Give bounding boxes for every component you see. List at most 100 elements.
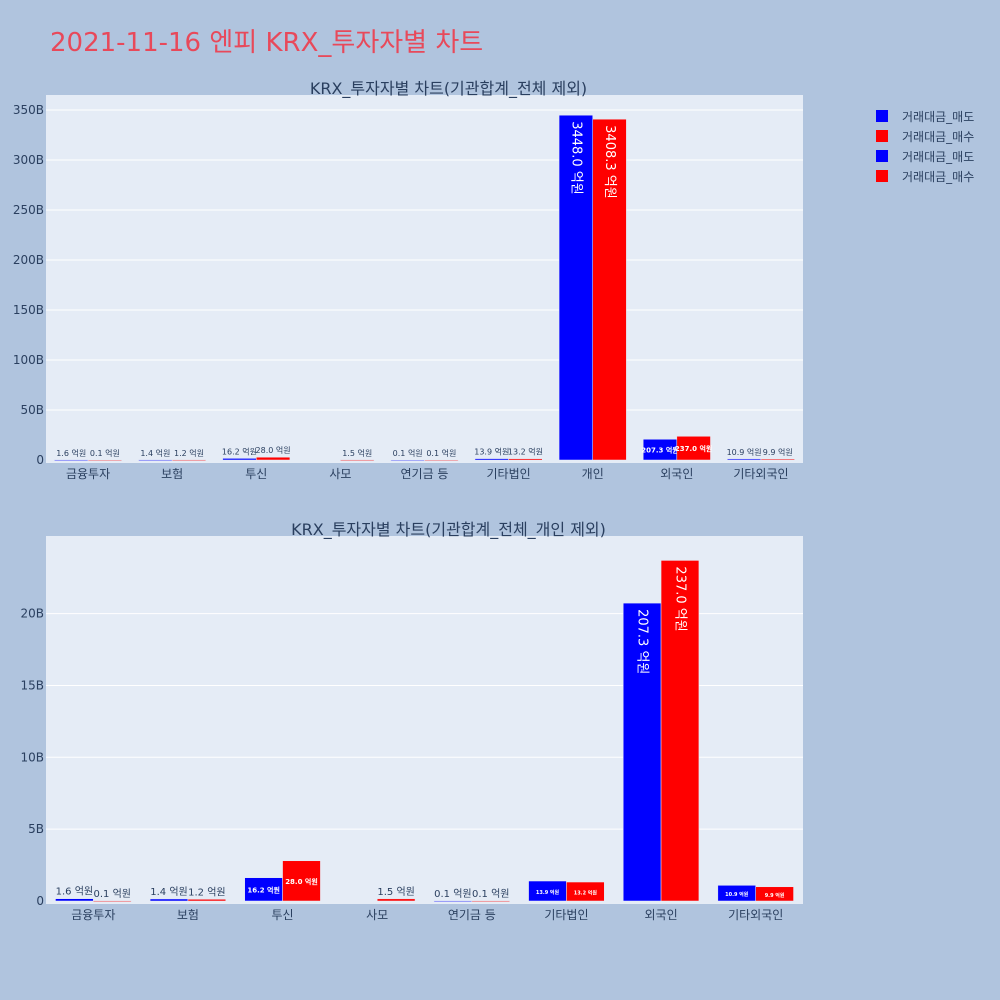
y-tick-label: 300B — [13, 153, 44, 167]
bar-buy — [676, 436, 711, 461]
x-tick-label: 외국인 — [645, 908, 678, 922]
data-label: 1.4 억원 — [150, 886, 187, 898]
y-tick-label: 250B — [13, 203, 44, 217]
bar-buy — [187, 899, 227, 902]
bar-buy — [282, 860, 321, 902]
x-tick-label: 보험 — [177, 908, 199, 922]
data-label: 16.2 억원 — [222, 446, 257, 456]
chart-title: KRX_투자자별 차트(기관합계_전체 제외) — [310, 79, 587, 99]
bar-buy — [755, 886, 794, 902]
legend: 거래대금_매도 거래대금_매수 거래대금_매도 거래대금_매수 — [876, 106, 974, 186]
data-label: 0.1 억원 — [472, 888, 509, 900]
data-label: 28.0 억원 — [285, 877, 318, 886]
data-label: 1.6 억원 — [56, 886, 93, 898]
legend-label: 거래대금_매수 — [902, 169, 975, 184]
bar-sell — [622, 602, 662, 902]
data-label: 237.0 억원 — [675, 444, 712, 453]
y-tick-label: 200B — [13, 253, 44, 267]
x-tick-label: 사모 — [329, 467, 351, 481]
data-label: 10.9 억원 — [727, 447, 762, 457]
data-label: 0.1 억원 — [393, 448, 423, 458]
data-label: 10.9 억원 — [725, 891, 749, 898]
data-label: 3448.0 억원 — [568, 121, 583, 195]
data-label: 0.1 억원 — [93, 888, 130, 900]
data-label: 0.1 억원 — [426, 448, 456, 458]
legend-swatch-sell — [876, 110, 888, 122]
bar-buy — [566, 881, 605, 902]
bar-buy — [171, 459, 207, 461]
y-tick-label: 0 — [36, 894, 44, 908]
y-tick-label: 10B — [20, 750, 44, 764]
bar-buy — [471, 900, 510, 902]
bar-buy — [87, 459, 122, 462]
x-tick-label: 금융투자 — [66, 467, 110, 481]
legend-label: 거래대금_매수 — [902, 129, 975, 144]
bar-buy — [93, 900, 132, 902]
y-tick-label: 150B — [13, 303, 44, 317]
y-tick-label: 20B — [20, 607, 44, 621]
bar-sell — [433, 900, 473, 902]
legend-label: 거래대금_매도 — [902, 149, 975, 164]
bar-buy — [340, 459, 375, 461]
data-label: 28.0 억원 — [256, 445, 291, 455]
legend-swatch-buy — [876, 170, 888, 182]
data-label: 1.6 억원 — [56, 448, 86, 458]
bar-sell — [390, 459, 425, 462]
x-tick-label: 보험 — [161, 467, 183, 481]
y-tick-label: 50B — [20, 403, 44, 417]
x-tick-label: 개인 — [582, 467, 604, 481]
y-tick-label: 100B — [13, 353, 44, 367]
plot-area — [46, 95, 803, 463]
x-tick-label: 투신 — [245, 467, 267, 481]
page-title: 2021-11-16 엔피 KRX_투자자별 차트 — [50, 28, 484, 58]
data-label: 1.2 억원 — [188, 886, 225, 898]
data-label: 9.9 억원 — [765, 892, 785, 899]
bar-buy — [424, 459, 459, 462]
bar-buy — [256, 456, 291, 461]
bar-sell — [54, 459, 89, 461]
data-label: 0.1 억원 — [90, 448, 120, 458]
data-label: 3408.3 억원 — [602, 125, 617, 199]
data-label: 13.9 억원 — [536, 889, 560, 896]
data-label: 237.0 억원 — [672, 566, 687, 631]
y-tick-label: 5B — [28, 822, 44, 836]
x-tick-label: 투신 — [272, 908, 294, 922]
legend-swatch-sell — [876, 150, 888, 162]
bar-buy — [592, 118, 627, 461]
x-tick-label: 금융투자 — [71, 908, 115, 922]
legend-item[interactable]: 거래대금_매수 — [876, 126, 974, 146]
bar-sell — [558, 114, 593, 461]
x-tick-label: 연기금 등 — [448, 908, 496, 922]
data-label: 1.5 억원 — [342, 448, 372, 458]
data-label: 0.1 억원 — [434, 888, 471, 900]
data-label: 13.2 억원 — [508, 447, 543, 457]
data-label: 13.9 억원 — [474, 447, 509, 457]
data-label: 9.9 억원 — [763, 447, 793, 457]
data-label: 1.5 억원 — [377, 886, 414, 898]
data-label: 1.4 억원 — [140, 448, 170, 458]
legend-item[interactable]: 거래대금_매도 — [876, 146, 974, 166]
y-tick-label: 350B — [13, 103, 44, 117]
bar-sell — [138, 459, 173, 461]
x-tick-label: 사모 — [366, 908, 388, 922]
bar-sell — [149, 898, 189, 902]
data-label: 1.2 억원 — [174, 448, 204, 458]
legend-swatch-buy — [876, 130, 888, 142]
legend-item[interactable]: 거래대금_매도 — [876, 106, 974, 126]
chart-title: KRX_투자자별 차트(기관합계_전체_개인 제외) — [291, 520, 606, 540]
x-tick-label: 기타법인 — [487, 467, 531, 481]
x-tick-label: 기타법인 — [544, 908, 588, 922]
y-tick-label: 0 — [36, 453, 44, 467]
x-tick-label: 연기금 등 — [401, 467, 449, 481]
y-tick-label: 15B — [20, 678, 44, 692]
bar-buy — [508, 458, 543, 461]
bar-buy — [760, 458, 795, 461]
legend-label: 거래대금_매도 — [902, 109, 975, 124]
data-label: 16.2 억원 — [247, 885, 280, 894]
bar-sell — [55, 898, 94, 902]
data-label: 207.3 억원 — [635, 609, 650, 674]
x-tick-label: 외국인 — [660, 467, 693, 481]
x-tick-label: 기타외국인 — [733, 467, 788, 481]
legend-item[interactable]: 거래대금_매수 — [876, 166, 974, 186]
